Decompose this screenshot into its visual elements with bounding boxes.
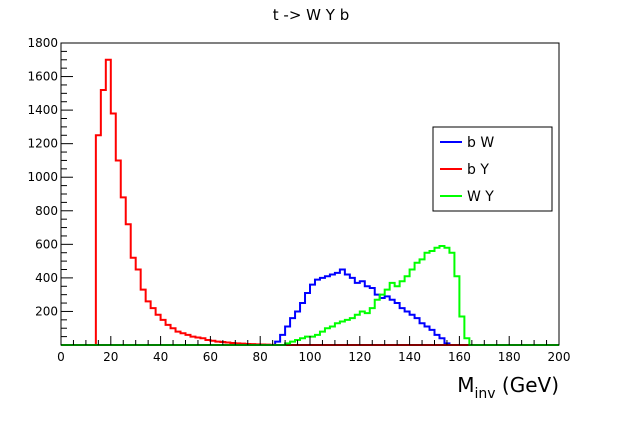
x-tick-label: 80 xyxy=(253,350,268,364)
x-axis-label-units: (GeV) xyxy=(496,373,559,397)
x-tick-label: 140 xyxy=(398,350,421,364)
y-tick-label: 1600 xyxy=(27,70,58,84)
x-tick-label: 20 xyxy=(103,350,118,364)
y-tick-label: 800 xyxy=(35,204,58,218)
x-axis-label-main: M xyxy=(457,373,474,397)
histogram-series-b-w xyxy=(61,268,559,346)
x-tick-label: 100 xyxy=(299,350,322,364)
x-tick-label: 60 xyxy=(203,350,218,364)
legend-label-w-y: W Y xyxy=(467,189,494,205)
y-tick-label: 600 xyxy=(35,237,58,251)
x-tick-label: 180 xyxy=(498,350,521,364)
y-tick-label: 1800 xyxy=(27,36,58,50)
y-tick-label: 400 xyxy=(35,271,58,285)
legend-label-b-w: b W xyxy=(467,135,494,151)
legend: b W b Y W Y xyxy=(432,126,553,212)
histogram-series-w-y xyxy=(61,245,559,346)
histogram-layer xyxy=(61,58,559,346)
x-tick-label: 0 xyxy=(57,350,65,364)
y-tick-label: 1000 xyxy=(27,170,58,184)
x-tick-label: 40 xyxy=(153,350,168,364)
x-tick-label: 160 xyxy=(448,350,471,364)
x-axis-label: Minv (GeV) xyxy=(457,373,559,402)
x-axis-label-subscript: inv xyxy=(474,386,495,402)
legend-label-b-y: b Y xyxy=(467,162,489,178)
chart-title: t -> W Y b xyxy=(273,6,349,24)
axis-layer: 0 20 40 60 80 100 120 140 160 180 200 200 400 600 800 1… xyxy=(27,36,570,364)
y-tick-label: 1400 xyxy=(27,103,58,117)
x-tick-label: 120 xyxy=(348,350,371,364)
y-tick-label: 200 xyxy=(35,304,58,318)
x-tick-label: 200 xyxy=(548,350,571,364)
y-tick-label: 1200 xyxy=(27,137,58,151)
